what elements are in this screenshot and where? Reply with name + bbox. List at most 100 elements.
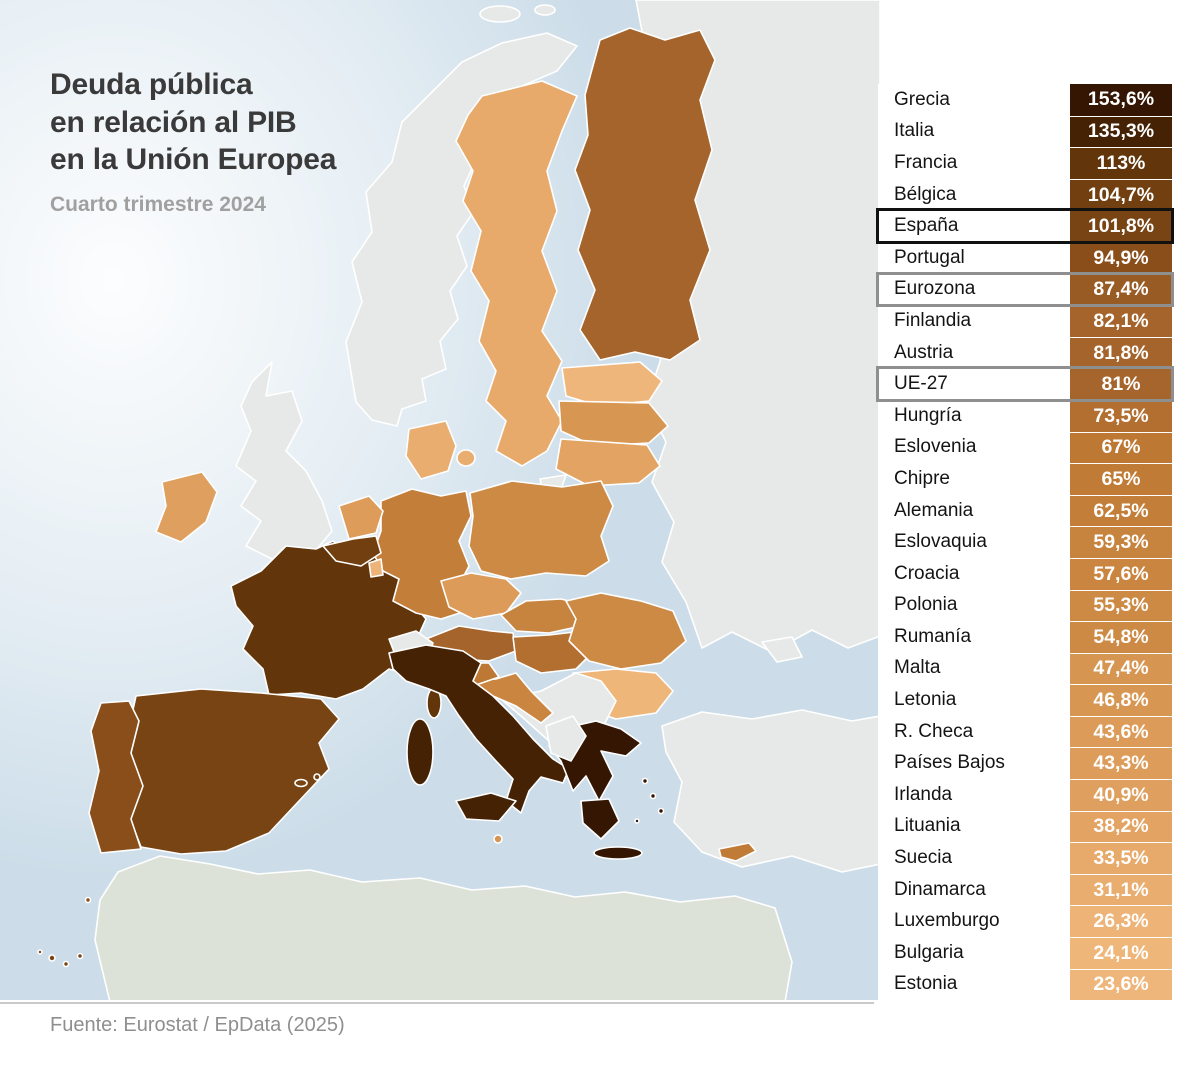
rank-row-hungria: Hungría 73,5% (878, 399, 1172, 432)
map-country-italia (388, 644, 570, 814)
map-country-suecia (455, 80, 578, 467)
map-country-grecia-crete (593, 846, 643, 860)
rank-row-dinamarca: Dinamarca 31,1% (878, 873, 1172, 906)
rank-row-alemania: Alemania 62,5% (878, 494, 1172, 527)
map-country-grecia-isl-2 (649, 792, 657, 800)
value-cell: 55,3% (1070, 589, 1172, 622)
value-cell: 62,5% (1070, 494, 1172, 527)
rank-row-suecia: Suecia 33,5% (878, 842, 1172, 874)
map-country-madeira (84, 896, 92, 904)
country-label: Países Bajos (878, 747, 1070, 780)
rank-row-grecia: Grecia 153,6% (878, 84, 1172, 116)
map-country-portugal (88, 700, 144, 854)
country-label: Bélgica (878, 178, 1070, 211)
country-label: Italia (878, 115, 1070, 148)
map-country-luxemburgo (368, 558, 384, 578)
rank-row-lituania: Lituania 38,2% (878, 810, 1172, 843)
value-cell: 24,1% (1070, 937, 1172, 969)
map-country-canarias-1 (48, 954, 56, 962)
map-country-irlanda (155, 471, 218, 543)
map-country-grecia-isl-1 (641, 777, 649, 785)
value-cell: 23,6% (1070, 968, 1172, 1001)
value-cell: 81,8% (1070, 336, 1172, 369)
map-country-grecia-isl-4 (634, 818, 640, 824)
rank-row-irlanda: Irlanda 40,9% (878, 779, 1172, 811)
value-cell: 67% (1070, 431, 1172, 464)
country-label: Irlanda (878, 779, 1070, 811)
map-region-svalbard (479, 5, 521, 23)
page-title-line3: en la Unión Europea (50, 143, 337, 176)
value-cell: 31,1% (1070, 873, 1172, 906)
country-label: Malta (878, 652, 1070, 685)
footer-divider (0, 1002, 874, 1004)
value-cell: 43,6% (1070, 715, 1172, 748)
value-cell: 104,7% (1070, 178, 1172, 211)
rank-row-eurozona: Eurozona 87,4% (876, 271, 1174, 308)
rank-row-croacia: Croacia 57,6% (878, 557, 1172, 590)
map-country-canarias-3 (76, 952, 84, 960)
map-country-estonia (561, 361, 663, 407)
value-cell: 82,1% (1070, 305, 1172, 337)
value-cell: 94,9% (1070, 241, 1172, 274)
rank-row-luxemburgo: Luxemburgo 26,3% (878, 905, 1172, 938)
map-country-paises-bajos (338, 495, 384, 540)
map-country-malta (493, 834, 503, 844)
country-label: Francia (878, 147, 1070, 179)
rank-row-francia: Francia 113% (878, 147, 1172, 179)
map-country-sicilia (455, 792, 517, 822)
rank-row-espana: España 101,8% (876, 208, 1174, 244)
country-label: UE-27 (878, 368, 1070, 400)
map-country-rumania (565, 592, 687, 670)
rank-row-portugal: Portugal 94,9% (878, 241, 1172, 274)
value-cell: 65% (1070, 463, 1172, 495)
rank-row-polonia: Polonia 55,3% (878, 589, 1172, 622)
title-block: Deuda pública en relación al PIB en la U… (50, 66, 336, 217)
value-cell: 33,5% (1070, 842, 1172, 874)
country-label: Austria (878, 336, 1070, 369)
country-label: España (878, 210, 1070, 242)
map-country-dinamarca-island (456, 449, 476, 467)
map-country-r-checa (440, 572, 522, 620)
value-cell: 73,5% (1070, 399, 1172, 432)
map-country-belgica (322, 535, 382, 567)
map-region-crimea (761, 636, 803, 663)
rank-row-italia: Italia 135,3% (878, 115, 1172, 148)
value-cell: 135,3% (1070, 115, 1172, 148)
value-cell: 47,4% (1070, 652, 1172, 685)
map-country-balearics (294, 778, 308, 788)
map-country-sardinia (406, 718, 434, 786)
value-cell: 38,2% (1070, 810, 1172, 843)
rank-row-belgica: Bélgica 104,7% (878, 178, 1172, 211)
value-cell: 40,9% (1070, 779, 1172, 811)
value-cell: 26,3% (1070, 905, 1172, 938)
map-region-svalbard-2 (534, 4, 556, 16)
map-country-canarias-4 (37, 949, 43, 955)
map-country-grecia-peloponnese (580, 798, 620, 840)
map-country-lituania (555, 438, 661, 487)
country-label: Grecia (878, 84, 1070, 116)
country-label: Croacia (878, 557, 1070, 590)
value-cell: 81% (1070, 368, 1172, 400)
country-label: Dinamarca (878, 873, 1070, 906)
value-cell: 57,6% (1070, 557, 1172, 590)
country-label: Finlandia (878, 305, 1070, 337)
map-country-finlandia (574, 27, 716, 361)
rank-row-finlandia: Finlandia 82,1% (878, 305, 1172, 337)
country-label: Polonia (878, 589, 1070, 622)
country-label: Rumanía (878, 621, 1070, 653)
country-label: Chipre (878, 463, 1070, 495)
map-country-dinamarca (405, 420, 457, 480)
map-country-balearics-2 (313, 773, 321, 781)
country-label: Lituania (878, 810, 1070, 843)
rank-row-bulgaria: Bulgaria 24,1% (878, 937, 1172, 969)
page-title-line2: en relación al PIB (50, 105, 297, 139)
map-country-grecia-isl-3 (657, 807, 665, 815)
country-label: Estonia (878, 968, 1070, 1001)
source-credit: Fuente: Eurostat / EpData (2025) (50, 1014, 345, 1036)
value-cell: 153,6% (1070, 84, 1172, 116)
country-label: Hungría (878, 399, 1070, 432)
country-label: Alemania (878, 494, 1070, 527)
rank-row-ue-27: UE-27 81% (876, 366, 1174, 402)
value-cell: 113% (1070, 147, 1172, 179)
